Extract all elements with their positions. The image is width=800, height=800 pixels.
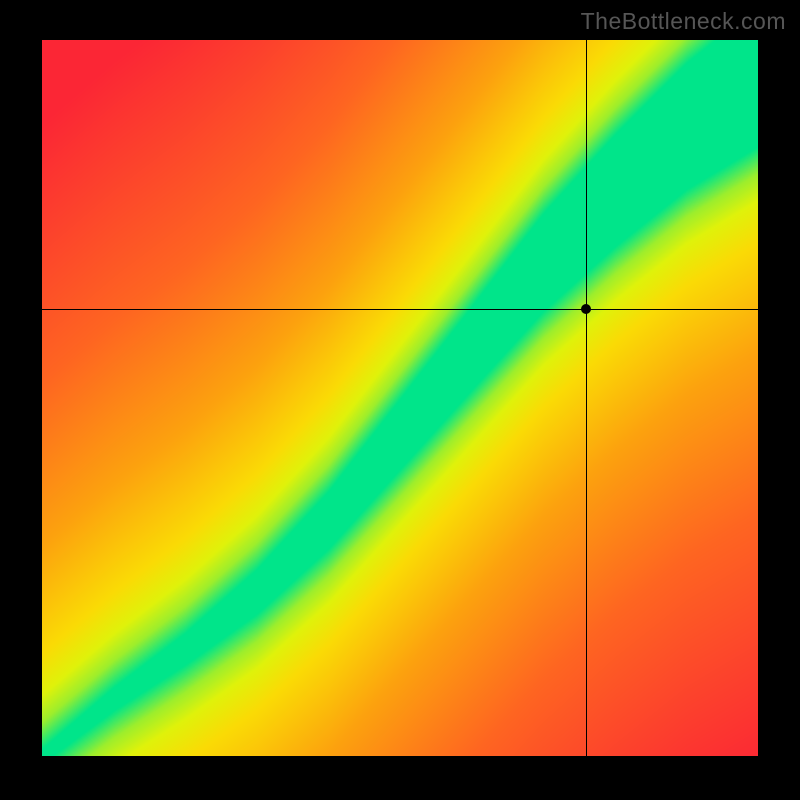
- crosshair-vertical: [586, 40, 587, 756]
- watermark: TheBottleneck.com: [581, 8, 786, 35]
- selection-marker[interactable]: [581, 304, 591, 314]
- chart-container: [42, 40, 758, 756]
- heatmap-canvas: [42, 40, 758, 756]
- crosshair-horizontal: [42, 309, 758, 310]
